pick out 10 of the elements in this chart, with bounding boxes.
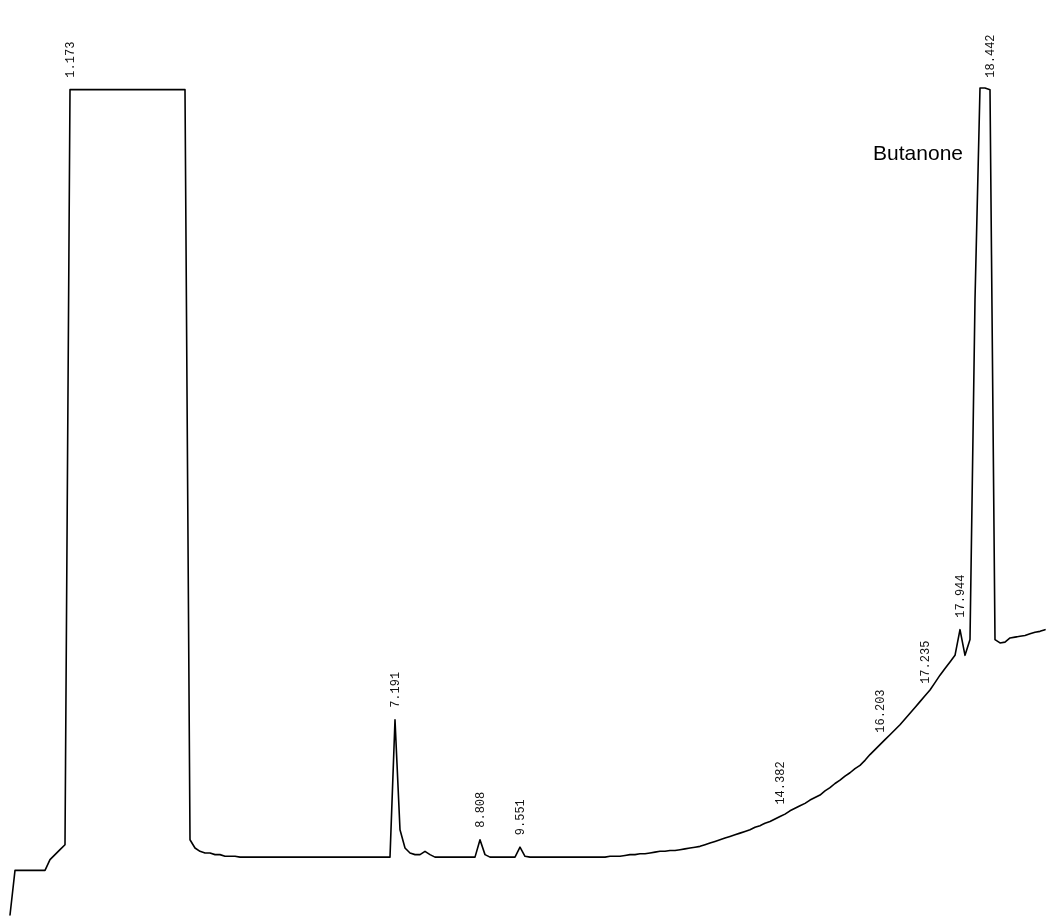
x-tick-label: 17.944	[954, 574, 968, 618]
x-tick-label: 18.442	[984, 34, 998, 78]
annotation: Butanone	[873, 141, 963, 164]
x-tick-label: 17.235	[919, 640, 933, 684]
x-tick-label: 9.551	[514, 799, 528, 836]
x-tick-label: 16.203	[874, 689, 888, 733]
x-tick-label: 7.191	[389, 671, 403, 708]
x-tick-label: 1.173	[64, 41, 78, 78]
x-tick-label: 8.808	[474, 791, 488, 828]
x-tick-label: 14.382	[774, 761, 788, 805]
